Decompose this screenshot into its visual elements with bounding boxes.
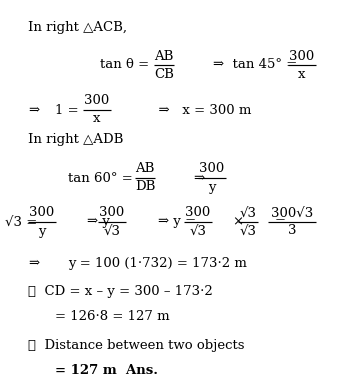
Text: y = 100 (1·732) = 173·2 m: y = 100 (1·732) = 173·2 m [68, 256, 247, 270]
Text: 300: 300 [29, 206, 55, 219]
Text: ⇒ y =: ⇒ y = [158, 216, 201, 229]
Text: = 126·8 = 127 m: = 126·8 = 127 m [55, 310, 170, 323]
Text: ⇒  tan 45° =: ⇒ tan 45° = [213, 59, 302, 72]
Text: In right △ACB,: In right △ACB, [28, 20, 127, 33]
Text: ∴  Distance between two objects: ∴ Distance between two objects [28, 338, 244, 352]
Text: 300√3: 300√3 [271, 206, 313, 219]
Text: ⇒   x = 300 m: ⇒ x = 300 m [150, 104, 251, 117]
Text: √3: √3 [104, 224, 121, 238]
Text: √3: √3 [240, 224, 257, 238]
Text: x: x [93, 112, 101, 126]
Text: √3: √3 [240, 206, 257, 219]
Text: 300: 300 [84, 94, 110, 107]
Text: √3: √3 [189, 224, 206, 238]
Text: ×: × [232, 216, 243, 229]
Text: y: y [38, 224, 46, 238]
Text: ⇒: ⇒ [28, 104, 39, 117]
Text: 3: 3 [288, 224, 296, 238]
Text: =: = [275, 216, 286, 229]
Text: tan 60° =: tan 60° = [68, 171, 137, 184]
Text: ⇒ y: ⇒ y [87, 216, 110, 229]
Text: In right △ADB: In right △ADB [28, 134, 123, 147]
Text: ⇒: ⇒ [194, 171, 209, 184]
Text: y: y [208, 181, 216, 194]
Text: 300: 300 [289, 50, 315, 62]
Text: = 127 m  Ans.: = 127 m Ans. [55, 363, 158, 377]
Text: DB: DB [135, 181, 155, 194]
Text: AB: AB [135, 162, 155, 176]
Text: 300: 300 [100, 206, 125, 219]
Text: CB: CB [154, 67, 174, 80]
Text: ∴  CD = x – y = 300 – 173·2: ∴ CD = x – y = 300 – 173·2 [28, 286, 213, 298]
Text: tan θ =: tan θ = [100, 59, 153, 72]
Text: √3 =: √3 = [5, 216, 42, 229]
Text: x: x [298, 67, 306, 80]
Text: ⇒: ⇒ [28, 256, 39, 270]
Text: AB: AB [154, 50, 174, 62]
Text: 300: 300 [185, 206, 211, 219]
Text: 1 =: 1 = [55, 104, 83, 117]
Text: 300: 300 [199, 162, 225, 176]
